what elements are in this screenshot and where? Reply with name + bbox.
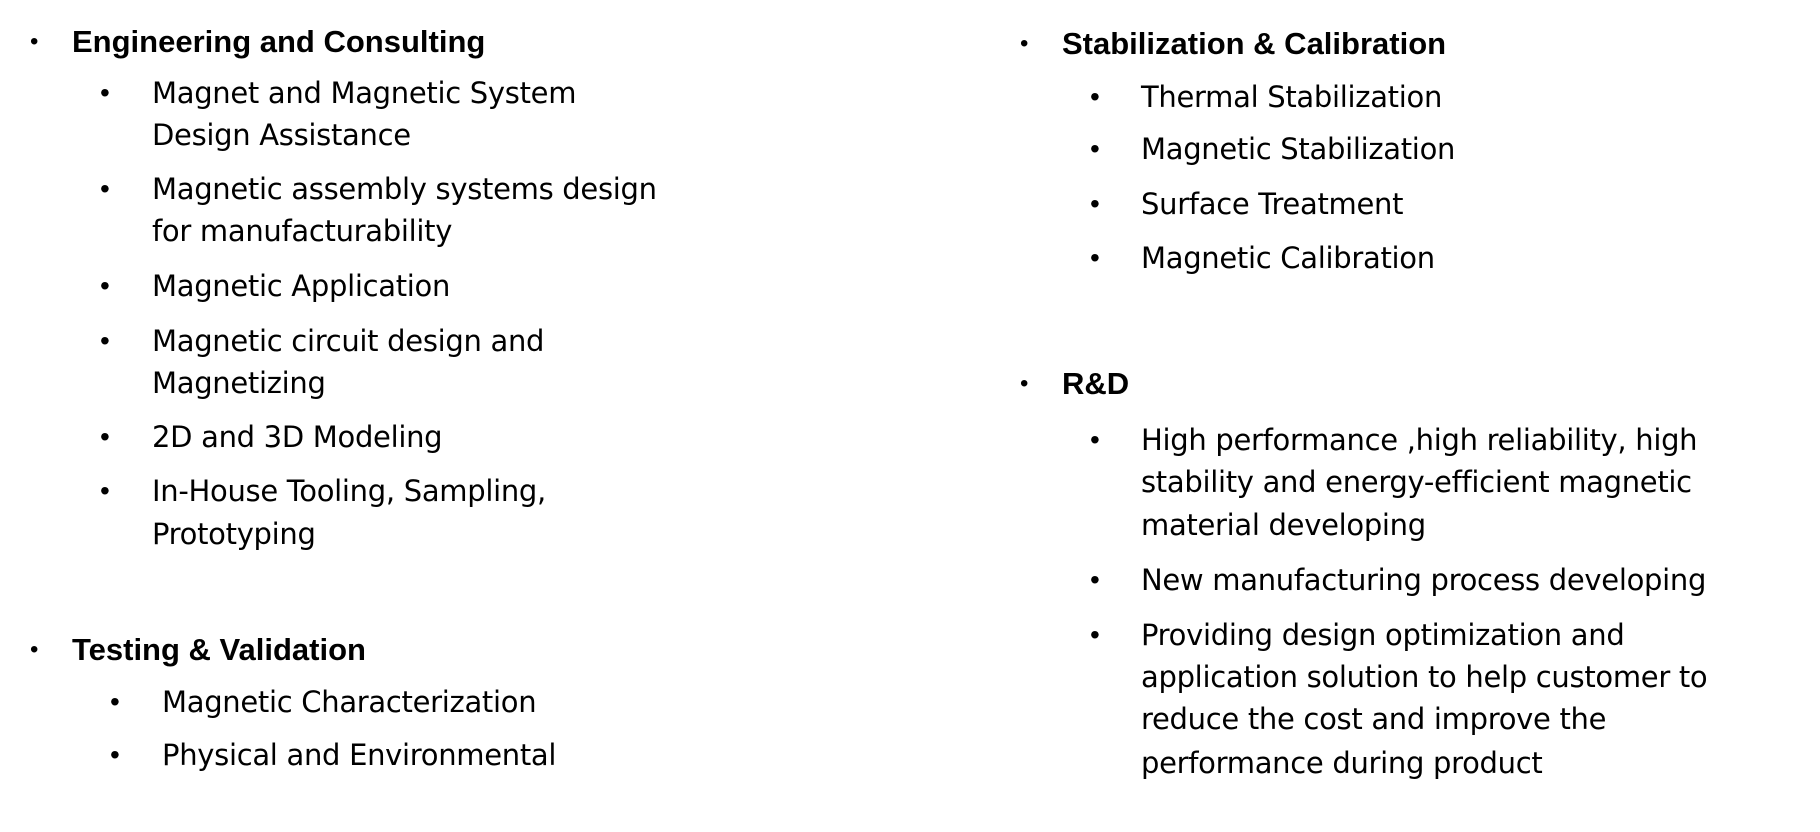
list-item: Magnetic Characterization — [162, 685, 537, 719]
bullet-icon: • — [1090, 188, 1100, 219]
list-item: Physical and Environmental — [162, 738, 557, 772]
list-item-continuation: for manufacturability — [152, 214, 453, 248]
list-item: Surface Treatment — [1141, 187, 1404, 221]
list-item: High performance ,high reliability, high — [1141, 423, 1698, 457]
bullet-icon: • — [100, 77, 110, 108]
list-item: Magnetic Application — [152, 269, 451, 303]
bullet-icon: • — [1020, 370, 1029, 397]
bullet-icon: • — [110, 739, 120, 770]
list-item-continuation: performance during product — [1141, 746, 1543, 780]
section-heading: Testing & Validation — [72, 632, 366, 667]
bullet-icon: • — [1090, 564, 1100, 595]
bullet-icon: • — [100, 270, 110, 301]
bullet-icon: • — [100, 421, 110, 452]
section-heading: Stabilization & Calibration — [1062, 26, 1447, 61]
bullet-icon: • — [1090, 424, 1100, 455]
bullet-icon: • — [100, 173, 110, 204]
list-item: New manufacturing process developing — [1141, 563, 1707, 597]
list-item-continuation: Prototyping — [152, 517, 316, 551]
list-item: 2D and 3D Modeling — [152, 420, 443, 454]
list-item: Magnet and Magnetic System — [152, 76, 577, 110]
list-item-continuation: material developing — [1141, 508, 1426, 542]
list-item: Magnetic Stabilization — [1141, 132, 1456, 166]
section-heading: Engineering and Consulting — [72, 24, 486, 59]
list-item: Magnetic assembly systems design — [152, 172, 657, 206]
bullet-icon: • — [1090, 81, 1100, 112]
list-item-continuation: application solution to help customer to — [1141, 660, 1708, 694]
list-item-continuation: reduce the cost and improve the — [1141, 702, 1607, 736]
bullet-icon: • — [30, 28, 39, 55]
list-item-continuation: Design Assistance — [152, 118, 411, 152]
list-item: Providing design optimization and — [1141, 618, 1625, 652]
list-item: Magnetic Calibration — [1141, 241, 1435, 275]
bullet-icon: • — [1020, 30, 1029, 57]
bullet-icon: • — [1090, 242, 1100, 273]
list-item-continuation: Magnetizing — [152, 366, 326, 400]
list-item-continuation: stability and energy-efficient magnetic — [1141, 465, 1692, 499]
bullet-icon: • — [110, 686, 120, 717]
section-heading: R&D — [1062, 366, 1130, 401]
bullet-icon: • — [100, 325, 110, 356]
list-item: Magnetic circuit design and — [152, 324, 545, 358]
bullet-icon: • — [1090, 133, 1100, 164]
bullet-icon: • — [100, 475, 110, 506]
list-item: Thermal Stabilization — [1141, 80, 1443, 114]
bullet-icon: • — [1090, 619, 1100, 650]
bullet-icon: • — [30, 636, 39, 663]
list-item: In-House Tooling, Sampling, — [152, 474, 546, 508]
